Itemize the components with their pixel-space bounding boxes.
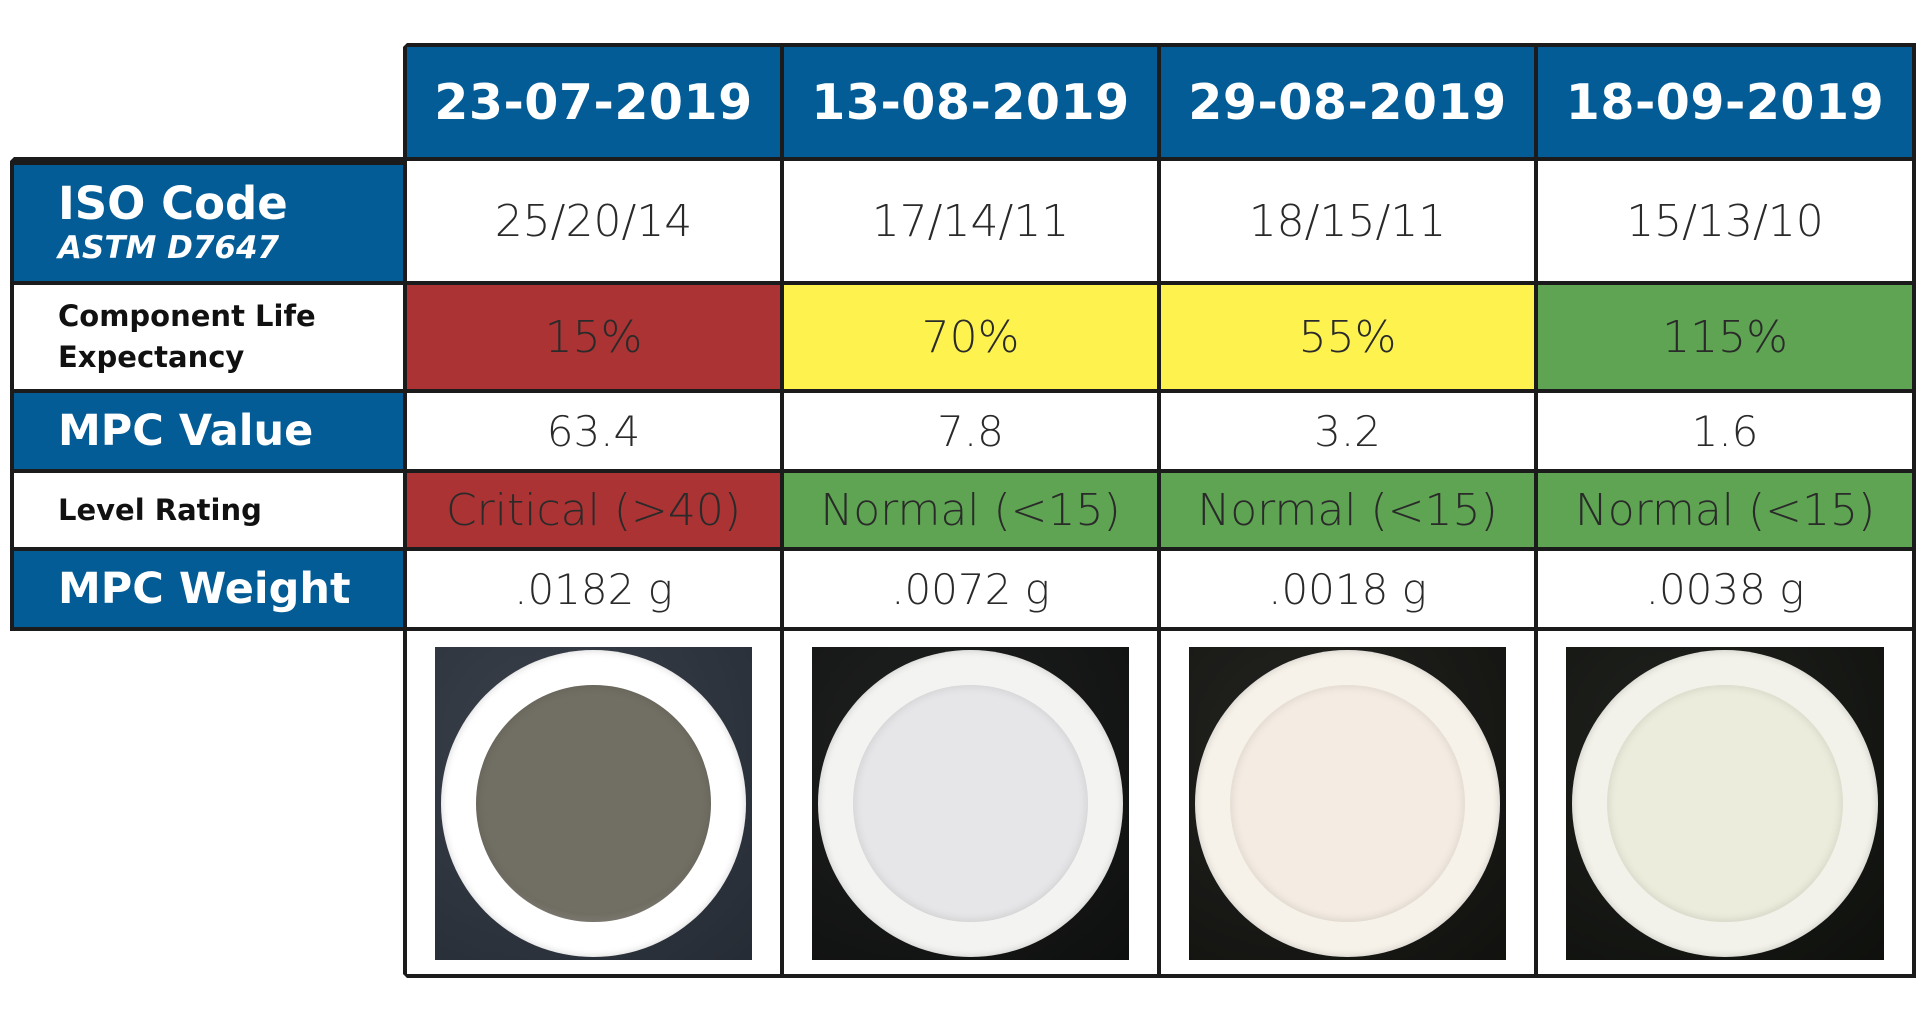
component-life-value-3: 55% — [1161, 285, 1538, 393]
membrane-deposit — [853, 684, 1088, 923]
component-life-label-line1: Component Life — [58, 299, 316, 333]
level-rating-value-3: Normal (<15) — [1161, 473, 1538, 551]
level-rating-row-header: Level Rating — [10, 473, 407, 551]
mpc-value-1: 63.4 — [407, 393, 784, 473]
component-life-value-2: 70% — [784, 285, 1161, 393]
component-life-row-header: Component Life Expectancy — [10, 285, 407, 393]
iso-code-value-1: 25/20/14 — [407, 161, 784, 285]
mpc-value-4: 1.6 — [1538, 393, 1916, 473]
membrane-deposit — [1230, 684, 1465, 923]
mpc-results-table: 23-07-2019 13-08-2019 29-08-2019 18-09-2… — [10, 43, 1916, 978]
iso-code-value-3: 18/15/11 — [1161, 161, 1538, 285]
date-header-4: 18-09-2019 — [1538, 43, 1916, 161]
membrane-deposit — [1607, 684, 1843, 923]
membrane-patch-photo-4 — [1566, 647, 1884, 960]
mpc-weight-value-1: .0182 g — [407, 551, 784, 631]
mpc-weight-value-4: .0038 g — [1538, 551, 1916, 631]
date-header-1: 23-07-2019 — [407, 43, 784, 161]
level-rating-value-1: Critical (>40) — [407, 473, 784, 551]
corner-blank-cell — [10, 43, 407, 161]
iso-code-value-4: 15/13/10 — [1538, 161, 1916, 285]
mpc-value-row-header: MPC Value — [10, 393, 407, 473]
iso-code-row-header: ISO Code ASTM D7647 — [10, 161, 407, 285]
sample-photo-cell-3 — [1161, 631, 1538, 978]
date-header-3: 29-08-2019 — [1161, 43, 1538, 161]
component-life-value-4: 115% — [1538, 285, 1916, 393]
mpc-weight-value-3: .0018 g — [1161, 551, 1538, 631]
astm-standard-label: ASTM D7647 — [58, 230, 280, 266]
iso-code-value-2: 17/14/11 — [784, 161, 1161, 285]
component-life-label-line2: Expectancy — [58, 340, 245, 374]
membrane-patch-photo-2 — [812, 647, 1129, 960]
date-header-2: 13-08-2019 — [784, 43, 1161, 161]
mpc-value-3: 3.2 — [1161, 393, 1538, 473]
mpc-weight-row-header: MPC Weight — [10, 551, 407, 631]
mpc-value-2: 7.8 — [784, 393, 1161, 473]
component-life-value-1: 15% — [407, 285, 784, 393]
membrane-deposit — [476, 684, 711, 923]
sample-photo-cell-2 — [784, 631, 1161, 978]
iso-code-label: ISO Code — [58, 177, 288, 230]
sample-photo-cell-1 — [407, 631, 784, 978]
sample-row-blank-cell — [10, 631, 407, 978]
level-rating-value-4: Normal (<15) — [1538, 473, 1916, 551]
mpc-weight-value-2: .0072 g — [784, 551, 1161, 631]
level-rating-value-2: Normal (<15) — [784, 473, 1161, 551]
membrane-patch-photo-1 — [435, 647, 752, 960]
membrane-patch-photo-3 — [1189, 647, 1506, 960]
sample-photo-cell-4 — [1538, 631, 1916, 978]
